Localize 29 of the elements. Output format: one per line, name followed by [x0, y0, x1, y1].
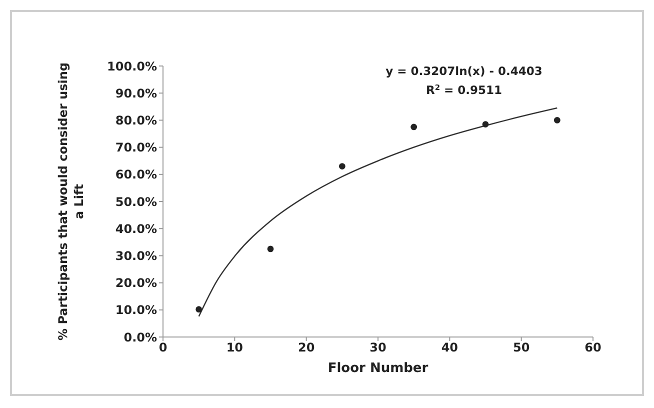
- x-tick-label: 60: [584, 340, 602, 355]
- point: [554, 117, 560, 124]
- x-tick-label: 50: [512, 340, 530, 355]
- x-axis-title: Floor Number: [328, 361, 429, 376]
- y-tick-label: 30.0%: [115, 248, 157, 263]
- y-tick-label: 50.0%: [115, 194, 157, 209]
- point: [482, 121, 489, 128]
- annotation: y = 0.3207ln(x) - 0.4403: [386, 64, 542, 78]
- x-tick-label: 40: [441, 340, 458, 355]
- line-series: [198, 107, 558, 318]
- point: [196, 306, 202, 313]
- point: [410, 124, 418, 130]
- y-tick-label: 0.0%: [124, 330, 157, 344]
- point: [338, 163, 346, 170]
- point: [267, 246, 274, 252]
- x-tick-label: 30: [370, 340, 386, 355]
- y-tick-label: 100.0%: [107, 59, 157, 74]
- y-tick-label: 20.0%: [115, 276, 157, 290]
- annotation: R$^{2}$ = 0.9511: [426, 82, 502, 97]
- y-tick-label: 80.0%: [115, 113, 157, 128]
- y-tick-label: 70.0%: [115, 140, 157, 155]
- y-tick-label: 60.0%: [115, 168, 157, 182]
- y-tick-label: 40.0%: [115, 222, 157, 236]
- x-tick-label: 10: [226, 340, 244, 355]
- y-tick-label: 90.0%: [115, 86, 157, 100]
- x-tick-label: 20: [298, 340, 315, 355]
- y-axis-title: % Participants that would consider using a Lift: [56, 62, 86, 341]
- y-tick-label: 10.0%: [115, 303, 157, 318]
- x-tick-label: 0: [158, 340, 168, 355]
